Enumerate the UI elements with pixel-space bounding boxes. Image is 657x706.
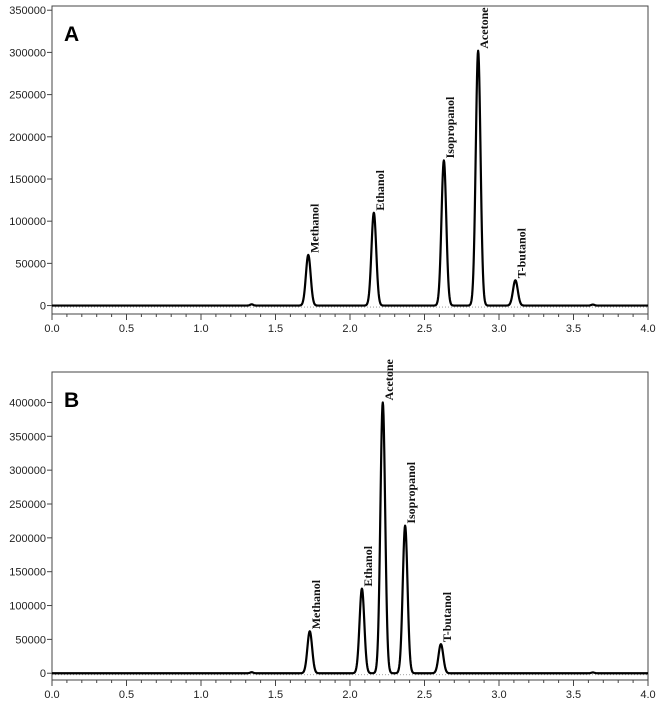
x-tick-label: 1.5: [268, 323, 283, 335]
peak-label-methanol: Methanol: [307, 203, 321, 253]
x-tick-label: 0.5: [119, 689, 134, 701]
x-tick-label: 1.0: [193, 323, 208, 335]
peak-label-acetone: Acetone: [477, 7, 491, 49]
peak-label-isopropanol: Isopropanol: [404, 461, 418, 523]
peak-label-t-butanol: T-butanol: [514, 227, 528, 278]
x-tick-label: 3.5: [566, 323, 581, 335]
peak-label-acetone: Acetone: [382, 358, 396, 400]
x-tick-label: 3.0: [491, 689, 506, 701]
y-tick-label: 0: [40, 301, 46, 313]
y-tick-label: 100000: [9, 216, 46, 228]
x-tick-label: 4.0: [640, 323, 655, 335]
x-tick-label: 2.0: [342, 689, 357, 701]
x-tick-label: 0.5: [119, 323, 134, 335]
panel-label: A: [64, 23, 79, 46]
y-tick-label: 250000: [9, 499, 46, 511]
x-tick-label: 1.0: [193, 689, 208, 701]
x-tick-label: 2.0: [342, 323, 357, 335]
y-tick-label: 300000: [9, 465, 46, 477]
x-tick-label: 0.0: [44, 323, 59, 335]
x-tick-label: 2.5: [417, 323, 432, 335]
x-tick-label: 4.0: [640, 689, 655, 701]
x-tick-label: 1.5: [268, 689, 283, 701]
plot-frame: [51, 5, 649, 315]
y-tick-label: 350000: [9, 5, 46, 17]
y-tick-label: 50000: [15, 634, 46, 646]
y-tick-label: 350000: [9, 431, 46, 443]
x-tick-label: 2.5: [417, 689, 432, 701]
plot-frame: [51, 371, 649, 681]
x-tick-label: 3.5: [566, 689, 581, 701]
y-tick-label: 250000: [9, 90, 46, 102]
peak-label-t-butanol: T-butanol: [440, 591, 454, 642]
chart-panel-b: B 0 50000 100000 150000 200000 250000 300000 350…: [9, 358, 655, 701]
peak-label-ethanol: Ethanol: [373, 169, 387, 210]
peak-label-isopropanol: Isopropanol: [443, 96, 457, 158]
panel-label: B: [64, 389, 79, 412]
chromatogram-trace: [51, 49, 649, 307]
y-tick-label: 50000: [15, 258, 46, 270]
y-tick-label: 200000: [9, 533, 46, 545]
x-tick-label: 0.0: [44, 689, 59, 701]
x-tick-label: 3.0: [491, 323, 506, 335]
y-tick-label: 400000: [9, 397, 46, 409]
y-tick-label: 200000: [9, 132, 46, 144]
y-tick-label: 150000: [9, 174, 46, 186]
y-tick-label: 300000: [9, 47, 46, 59]
y-tick-label: 100000: [9, 601, 46, 613]
y-tick-label: 150000: [9, 567, 46, 579]
chart-panel-a: A 0 50000 100000 150000 200000 250000 300000 350…: [9, 5, 655, 335]
y-tick-label: 0: [40, 668, 46, 680]
peak-label-methanol: Methanol: [309, 579, 323, 629]
chromatogram-trace: [51, 401, 649, 675]
peak-label-ethanol: Ethanol: [361, 545, 375, 586]
